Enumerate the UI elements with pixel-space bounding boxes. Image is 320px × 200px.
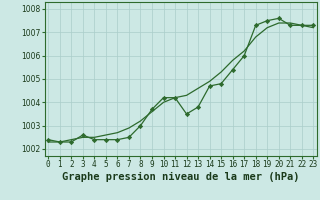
X-axis label: Graphe pression niveau de la mer (hPa): Graphe pression niveau de la mer (hPa) <box>62 172 300 182</box>
